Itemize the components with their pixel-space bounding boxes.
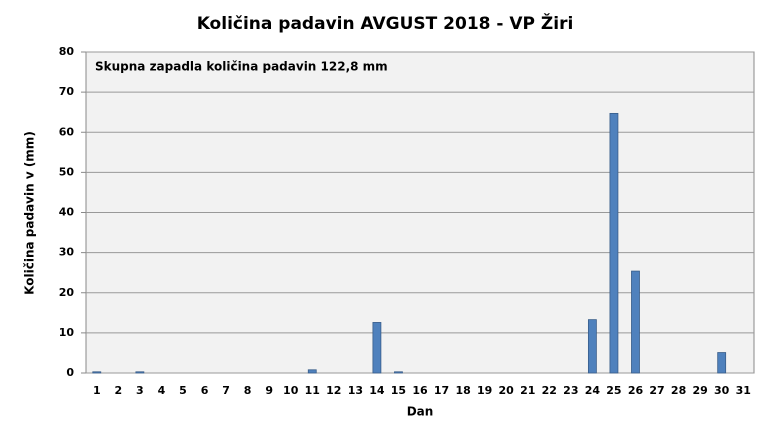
x-tick-label: 8 bbox=[244, 384, 252, 397]
y-tick-label: 80 bbox=[59, 45, 75, 58]
x-tick-label: 26 bbox=[628, 384, 644, 397]
x-tick-label: 21 bbox=[520, 384, 535, 397]
x-tick-label: 29 bbox=[692, 384, 707, 397]
x-tick-label: 7 bbox=[222, 384, 230, 397]
x-tick-label: 24 bbox=[585, 384, 601, 397]
annotation: Skupna zapadla količina padavin 122,8 mm bbox=[95, 60, 388, 74]
y-tick-label: 50 bbox=[59, 165, 75, 178]
y-axis-label: Količina padavin v (mm) bbox=[23, 131, 37, 295]
x-tick-label: 10 bbox=[283, 384, 299, 397]
x-tick-label: 12 bbox=[326, 384, 341, 397]
bar bbox=[631, 270, 640, 374]
x-tick-label: 16 bbox=[412, 384, 428, 397]
x-tick-label: 4 bbox=[158, 384, 166, 397]
bar bbox=[609, 112, 619, 374]
x-tick-label: 11 bbox=[305, 384, 320, 397]
x-tick-label: 2 bbox=[114, 384, 122, 397]
bar bbox=[372, 322, 382, 374]
x-tick-label: 22 bbox=[542, 384, 557, 397]
chart-title: Količina padavin AVGUST 2018 - VP Žiri bbox=[197, 12, 574, 34]
y-tick-label: 30 bbox=[59, 246, 75, 259]
y-tick-label: 70 bbox=[59, 85, 75, 98]
x-tick-label: 20 bbox=[499, 384, 515, 397]
x-tick-label: 6 bbox=[201, 384, 209, 397]
bar bbox=[135, 371, 145, 374]
x-tick-label: 18 bbox=[455, 384, 470, 397]
x-tick-label: 25 bbox=[606, 384, 621, 397]
y-tick-label: 60 bbox=[59, 125, 75, 138]
x-tick-label: 13 bbox=[348, 384, 363, 397]
x-tick-label: 17 bbox=[434, 384, 449, 397]
x-tick-label: 19 bbox=[477, 384, 492, 397]
x-tick-label: 9 bbox=[265, 384, 273, 397]
x-tick-label: 30 bbox=[714, 384, 730, 397]
y-tick-label: 0 bbox=[66, 366, 74, 379]
bar bbox=[717, 352, 727, 374]
x-axis-label: Dan bbox=[407, 405, 434, 419]
x-tick-label: 31 bbox=[736, 384, 751, 397]
x-tick-label: 27 bbox=[649, 384, 664, 397]
y-tick-label: 10 bbox=[59, 326, 75, 339]
bar bbox=[394, 371, 403, 374]
bar bbox=[307, 369, 317, 374]
x-tick-label: 14 bbox=[369, 384, 385, 397]
bar bbox=[587, 319, 597, 374]
x-tick-label: 3 bbox=[136, 384, 144, 397]
x-tick-label: 5 bbox=[179, 384, 187, 397]
x-tick-label: 1 bbox=[93, 384, 101, 397]
y-tick-label: 40 bbox=[59, 206, 75, 219]
bar bbox=[92, 371, 102, 374]
y-tick-label: 20 bbox=[59, 286, 75, 299]
x-tick-label: 28 bbox=[671, 384, 686, 397]
x-tick-label: 23 bbox=[563, 384, 578, 397]
x-tick-label: 15 bbox=[391, 384, 406, 397]
